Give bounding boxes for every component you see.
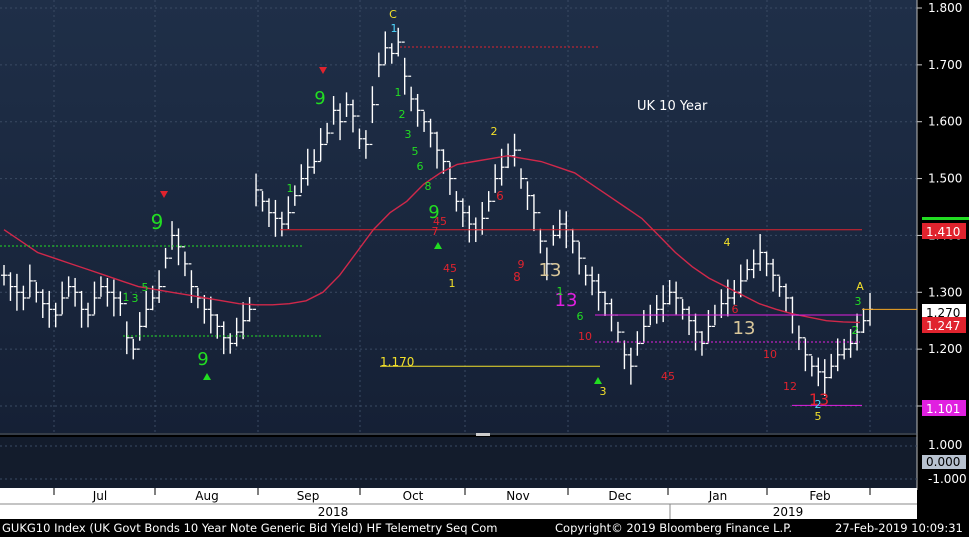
x-month-label: Feb <box>809 489 830 503</box>
sequence-count-label: C <box>389 8 397 21</box>
sequence-count-label: 45 <box>443 262 457 275</box>
sequence-count-label: 3 <box>405 128 412 141</box>
value-tag-1270-bg <box>922 304 966 320</box>
sequence-count-label: 1 <box>287 182 294 195</box>
chart-title: UK 10 Year <box>637 99 708 114</box>
x-month-label: Sep <box>297 489 320 503</box>
footer-copyright: Copyright© 2019 Bloomberg Finance L.P. <box>555 521 792 535</box>
sequence-count-label: 9 <box>518 258 525 271</box>
y-tick-label: 1.700 <box>928 58 962 72</box>
sequence-count-label: 6 <box>577 310 584 323</box>
sequence-count-label: 6 <box>732 303 739 316</box>
sequence-count-label: 8 <box>425 180 432 193</box>
sequence-count-label: 9 <box>428 202 439 223</box>
sequence-count-label: 13 <box>539 260 562 281</box>
footer-timestamp: 27-Feb-2019 10:09:31 <box>835 521 963 535</box>
sequence-count-label: 2 <box>491 125 498 138</box>
sequence-count-label: 4 <box>724 236 731 249</box>
sequence-count-label: 13 <box>809 390 829 409</box>
price-panel-background <box>0 0 917 433</box>
sequence-count-label: 8 <box>513 270 521 284</box>
sequence-count-label: 10 <box>578 330 592 343</box>
value-tag-1410: 1.410 <box>926 225 960 239</box>
x-month-label: Jan <box>708 489 728 503</box>
sequence-count-label: 5 <box>142 281 149 294</box>
x-month-label: Jul <box>92 489 107 503</box>
x-month-label: Aug <box>195 489 218 503</box>
sequence-count-label: 2 <box>399 108 406 121</box>
sequence-count-label: 9 <box>314 88 325 109</box>
sequence-count-label: 3 <box>132 292 139 305</box>
signal-arrow <box>594 377 602 384</box>
sequence-count-label: 3 <box>600 385 607 398</box>
value-tag-1247-bg <box>922 317 966 333</box>
sequence-count-label: 5 <box>412 145 419 158</box>
x-month-label: Oct <box>403 489 424 503</box>
indicator-panel-background <box>0 437 917 488</box>
footer-security-description: GUKG10 Index (UK Govt Bonds 10 Year Note… <box>2 521 498 535</box>
sequence-count-label: A <box>856 280 864 293</box>
signal-arrow <box>203 373 211 380</box>
signal-arrow <box>319 67 327 74</box>
lower-tick-label: 0.000 <box>926 455 960 469</box>
sequence-count-label: 1 <box>395 86 402 99</box>
sequence-count-label: 12 <box>783 380 797 393</box>
y-tick-label: 1.500 <box>928 172 962 186</box>
value-tag-1270: 1.270 <box>926 306 960 320</box>
signal-arrow <box>434 242 442 249</box>
sequence-count-label: 9 <box>151 210 164 234</box>
sequence-count-label: 1 <box>391 22 398 35</box>
sequence-count-label: 45 <box>661 370 675 383</box>
sequence-count-label: 3 <box>855 295 862 308</box>
chart: 1.8001.7001.6001.5001.4001.3001.2001.100… <box>0 0 969 519</box>
y-tick-label: 1.200 <box>928 342 962 356</box>
y-tick-label: 1.300 <box>928 285 962 299</box>
value-tag-1247: 1.247 <box>926 319 960 333</box>
level-label-1170: 1.170 <box>380 355 414 369</box>
sequence-count-label: 2 <box>815 398 822 411</box>
sequence-count-label: 1 <box>123 291 130 304</box>
sequence-count-label: 1 <box>449 277 456 290</box>
sequence-count-label: 2 <box>852 324 859 337</box>
sequence-count-label: 10 <box>763 348 777 361</box>
sequence-count-label: 13 <box>555 290 578 311</box>
sequence-count-label: 7 <box>432 225 439 238</box>
signal-arrow <box>160 191 168 198</box>
sequence-count-label: 6 <box>496 189 504 203</box>
x-year-label: 2018 <box>318 505 349 519</box>
green-marker <box>922 217 969 220</box>
x-month-label: Nov <box>506 489 529 503</box>
x-year-label: 2019 <box>773 505 804 519</box>
panel-resize-handle[interactable] <box>476 433 490 436</box>
y-tick-label: 1.600 <box>928 115 962 129</box>
sequence-count-label: 45 <box>433 215 447 228</box>
sequence-count-label: 6 <box>417 160 424 173</box>
value-tag-1101: 1.101 <box>926 402 960 416</box>
sequence-count-label: 5 <box>815 410 822 423</box>
lower-value-tag-bg <box>922 455 966 469</box>
value-tag-1410-bg <box>922 223 966 239</box>
value-tag-1101-bg <box>922 400 966 416</box>
lower-tick-label: -1.000 <box>928 472 967 486</box>
y-tick-label: 1.800 <box>928 1 962 15</box>
x-month-label: Dec <box>608 489 631 503</box>
lower-tick-label: 1.000 <box>928 438 962 452</box>
sequence-count-label: 9 <box>197 349 208 370</box>
sequence-count-label: 13 <box>733 318 756 339</box>
footer: GUKG10 Index (UK Govt Bonds 10 Year Note… <box>0 519 969 537</box>
moving-average-line <box>3 155 861 324</box>
sequence-count-label: 1 <box>557 285 564 298</box>
